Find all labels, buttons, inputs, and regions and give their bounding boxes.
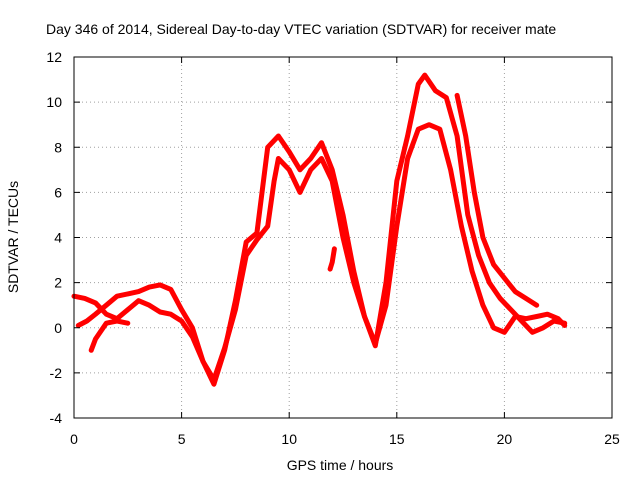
y-tick-label: 2 bbox=[54, 275, 62, 291]
series-trace-b bbox=[75, 72, 568, 387]
axis-ticks: 0 5 10 15 20 25 -4 -2 0 2 4 6 8 10 12 bbox=[46, 49, 620, 447]
y-tick-label: 12 bbox=[46, 49, 62, 65]
y-tick-label: 0 bbox=[54, 320, 62, 336]
series-trace-d bbox=[88, 318, 131, 353]
series-layer bbox=[71, 72, 568, 387]
chart-title: Day 346 of 2014, Sidereal Day-to-day VTE… bbox=[46, 21, 556, 37]
y-tick-label: 4 bbox=[54, 230, 62, 246]
y-tick-label: -4 bbox=[50, 410, 63, 426]
x-axis-label: GPS time / hours bbox=[287, 457, 394, 473]
x-tick-label: 0 bbox=[70, 431, 78, 447]
y-axis-label: SDTVAR / TECUs bbox=[5, 181, 21, 293]
y-tick-label: 10 bbox=[46, 94, 62, 110]
x-tick-label: 5 bbox=[178, 431, 186, 447]
y-tick-label: 8 bbox=[54, 139, 62, 155]
series-trace-e bbox=[327, 246, 337, 272]
series-trace-c bbox=[454, 92, 540, 308]
x-tick-label: 20 bbox=[497, 431, 513, 447]
series-trace-a bbox=[71, 122, 568, 383]
y-tick-label: -2 bbox=[50, 365, 63, 381]
x-tick-label: 15 bbox=[389, 431, 405, 447]
x-tick-label: 25 bbox=[604, 431, 620, 447]
y-tick-label: 6 bbox=[54, 184, 62, 200]
x-tick-label: 10 bbox=[281, 431, 297, 447]
